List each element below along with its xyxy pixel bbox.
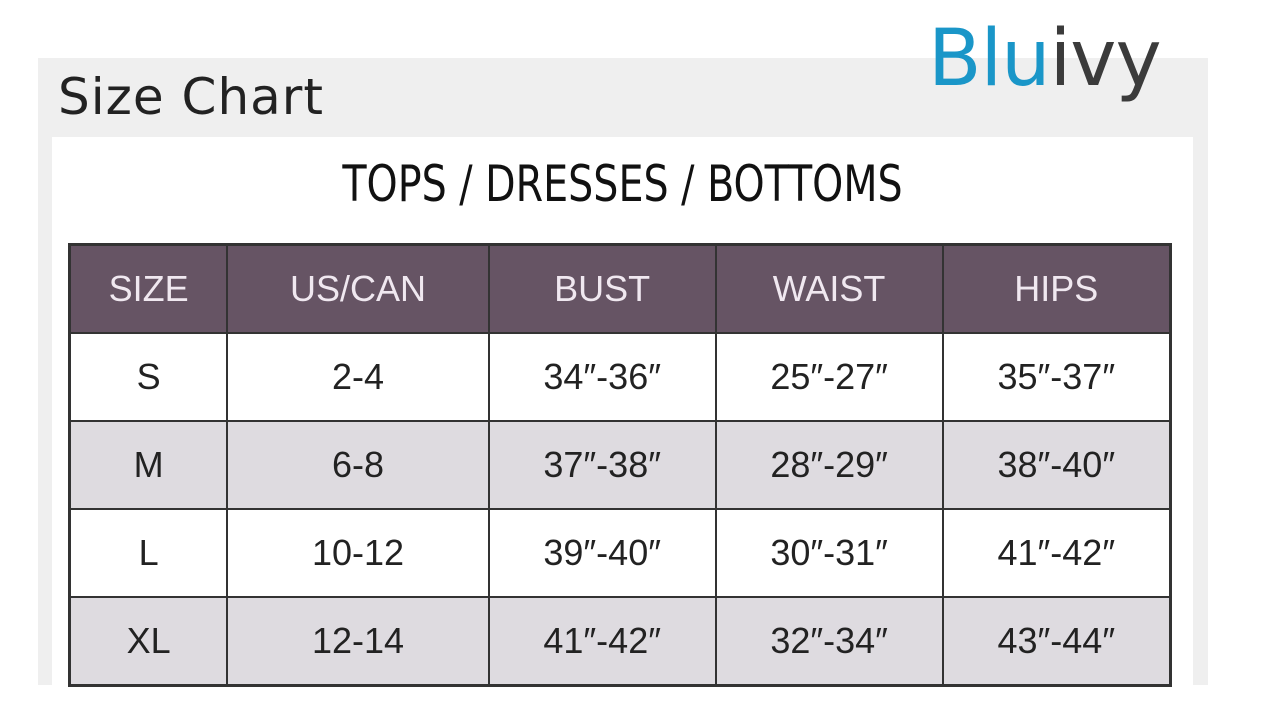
column-header-size: SIZE [68, 243, 229, 334]
table-cell: 38″-40″ [941, 420, 1172, 510]
column-header-bust: BUST [487, 243, 717, 334]
chart-heading: TOPS / DRESSES / BOTTOMS [342, 155, 903, 213]
table-cell: S [68, 332, 229, 422]
table-header-row: SIZE US/CAN BUST WAIST HIPS [68, 243, 1172, 334]
table-row: XL 12-14 41″-42″ 32″-34″ 43″-44″ [68, 596, 1172, 687]
title-box [38, 58, 368, 137]
table-cell: 2-4 [226, 332, 490, 422]
table-cell: 41″-42″ [941, 508, 1172, 598]
column-header-uscan: US/CAN [226, 243, 490, 334]
table-row: L 10-12 39″-40″ 30″-31″ 41″-42″ [68, 508, 1172, 598]
table-cell: 32″-34″ [714, 596, 944, 687]
table-cell: 28″-29″ [714, 420, 944, 510]
table-cell: 34″-36″ [487, 332, 717, 422]
table-cell: 12-14 [226, 596, 490, 687]
page-title: Size Chart [58, 68, 324, 126]
table-cell: 25″-27″ [714, 332, 944, 422]
column-header-hips: HIPS [941, 243, 1172, 334]
table-cell: XL [68, 596, 229, 687]
logo-part-blue: Blu [928, 14, 1051, 104]
table-cell: 6-8 [226, 420, 490, 510]
column-header-waist: WAIST [714, 243, 944, 334]
table-cell: 41″-42″ [487, 596, 717, 687]
table-cell: 35″-37″ [941, 332, 1172, 422]
table-cell: M [68, 420, 229, 510]
table-cell: 30″-31″ [714, 508, 944, 598]
table-row: M 6-8 37″-38″ 28″-29″ 38″-40″ [68, 420, 1172, 510]
table-cell: 39″-40″ [487, 508, 717, 598]
table-cell: 10-12 [226, 508, 490, 598]
brand-logo: Bluivy [928, 14, 1162, 104]
table-cell: L [68, 508, 229, 598]
table-cell: 37″-38″ [487, 420, 717, 510]
size-table: SIZE US/CAN BUST WAIST HIPS S 2-4 34″-36″ 25″-2… [68, 243, 1172, 687]
logo-part-dark: ivy [1049, 14, 1162, 104]
table-cell: 43″-44″ [941, 596, 1172, 687]
table-row: S 2-4 34″-36″ 25″-27″ 35″-37″ [68, 332, 1172, 422]
